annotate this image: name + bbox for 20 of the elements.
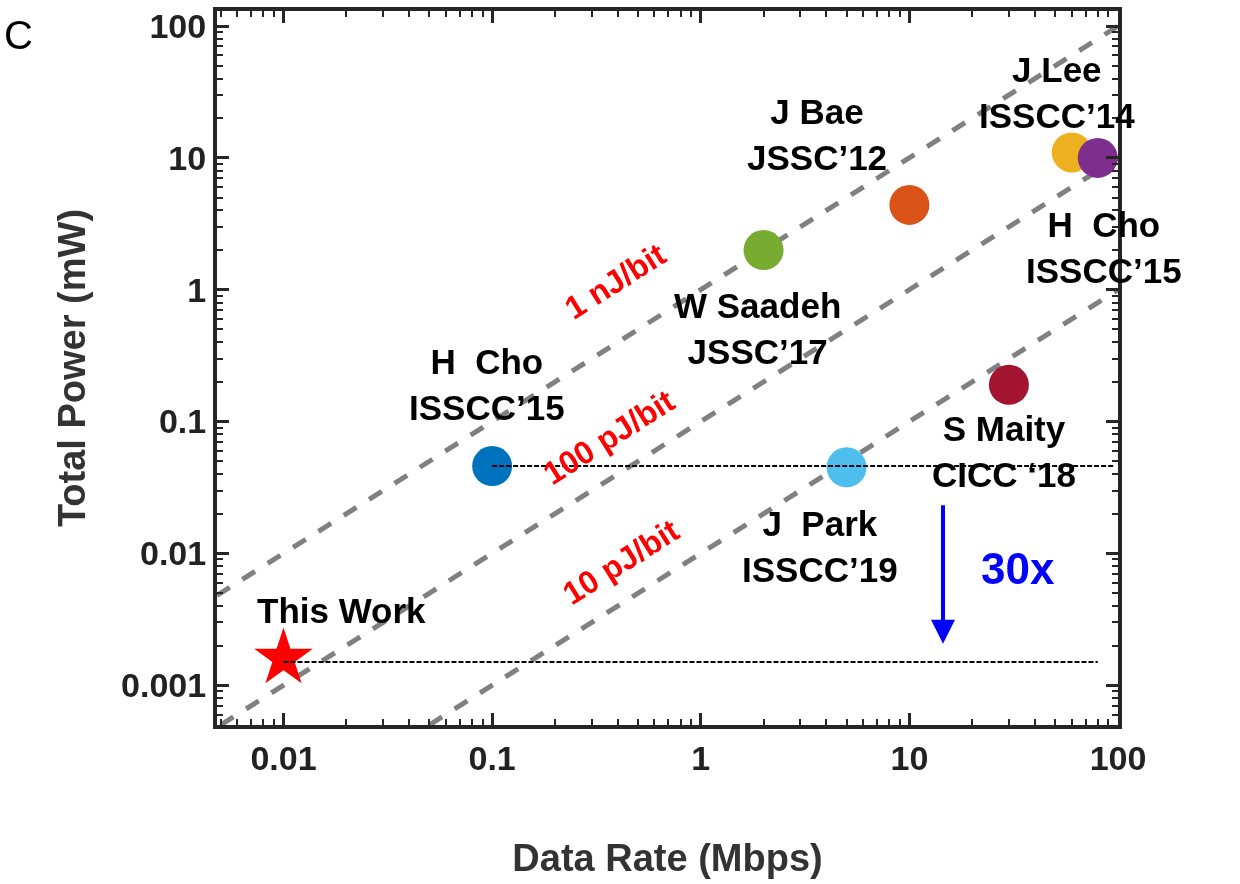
- annotation: 30x: [981, 544, 1055, 593]
- x-tick-label: 0.1: [468, 738, 516, 777]
- y-tick-label: 0.1: [158, 402, 207, 441]
- y-tick-label: 1: [187, 270, 207, 309]
- y-axis-title: Total Power (mW): [50, 208, 93, 528]
- x-tick-label: 10: [890, 738, 929, 777]
- y-tick-label: 0.01: [140, 534, 207, 573]
- series-label: H Cho ISSCC’15: [409, 342, 565, 427]
- y-tick-label: 100: [149, 6, 207, 45]
- y-tick-label: 0.001: [121, 666, 207, 705]
- series-label: J Bae JSSC’12: [747, 92, 888, 177]
- x-tick-label: 1: [691, 738, 711, 777]
- y-tick-label: 10: [168, 138, 207, 177]
- series-label: J Park ISSCC’19: [742, 504, 898, 589]
- x-axis-title: Data Rate (Mbps): [512, 837, 823, 880]
- x-tick-label: 0.01: [250, 738, 317, 777]
- series-label: This Work: [257, 591, 427, 630]
- series-label: W Saadeh JSSC’17: [674, 286, 842, 371]
- text: C: [4, 13, 33, 57]
- x-tick-label: 100: [1089, 738, 1147, 777]
